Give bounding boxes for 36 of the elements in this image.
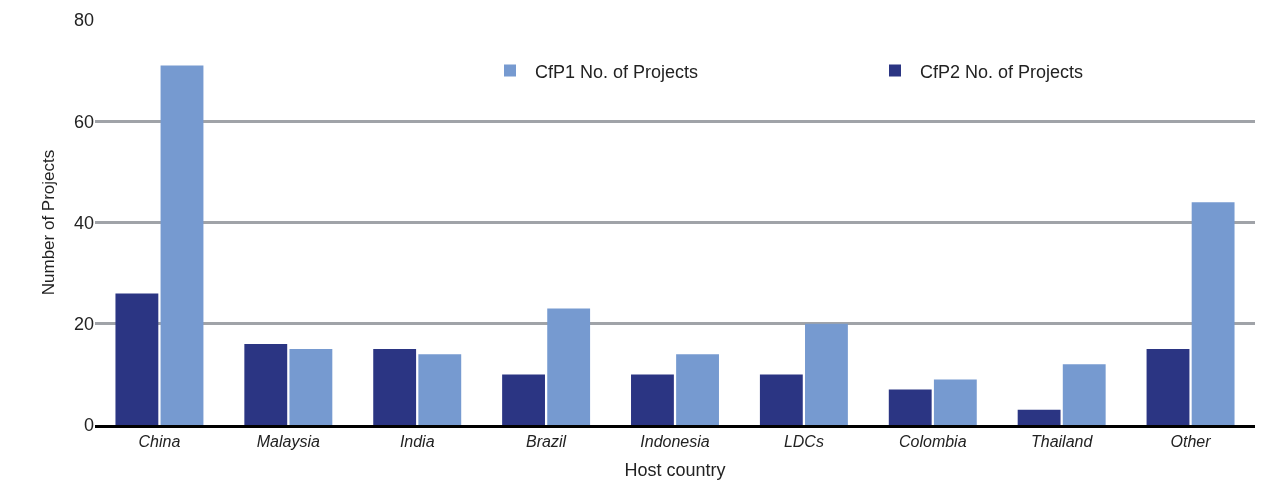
- legend-label: CfP2 No. of Projects: [920, 61, 1084, 82]
- bar: [373, 349, 417, 425]
- x-axis-title: Host country: [624, 460, 726, 481]
- bar: [1017, 409, 1061, 425]
- bar: [1146, 349, 1190, 425]
- bar: [888, 389, 932, 425]
- bar: [289, 349, 333, 425]
- x-tick-label: India: [399, 433, 435, 451]
- x-tick-label: Brazil: [526, 433, 567, 451]
- bar: [676, 354, 719, 425]
- bar: [805, 323, 848, 425]
- y-tick-label: 60: [73, 111, 94, 132]
- y-tick-label: 0: [83, 415, 94, 436]
- bar: [759, 374, 803, 425]
- x-tick-label: LDCs: [783, 433, 824, 451]
- bar: [1062, 364, 1106, 425]
- y-tick-label: 80: [73, 10, 94, 31]
- x-tick-label: Indonesia: [640, 433, 710, 451]
- x-tick-label: Malaysia: [256, 433, 320, 451]
- bar: [115, 293, 159, 425]
- bar: [631, 374, 674, 425]
- y-axis-title: Number of Projects: [38, 149, 58, 296]
- bar: [547, 308, 591, 425]
- bar: [1191, 202, 1235, 425]
- bar: [502, 374, 545, 425]
- bar: [244, 344, 288, 425]
- x-tick-label: China: [138, 433, 181, 451]
- y-tick-label: 40: [73, 212, 94, 233]
- bar: [933, 379, 977, 425]
- bar: [418, 354, 462, 425]
- legend-label: CfP1 No. of Projects: [535, 61, 699, 82]
- x-tick-label: Colombia: [898, 433, 967, 451]
- x-tick-label: Other: [1170, 433, 1212, 451]
- bar: [160, 65, 204, 425]
- y-tick-label: 20: [73, 314, 94, 335]
- x-tick-label: Thailand: [1030, 433, 1094, 451]
